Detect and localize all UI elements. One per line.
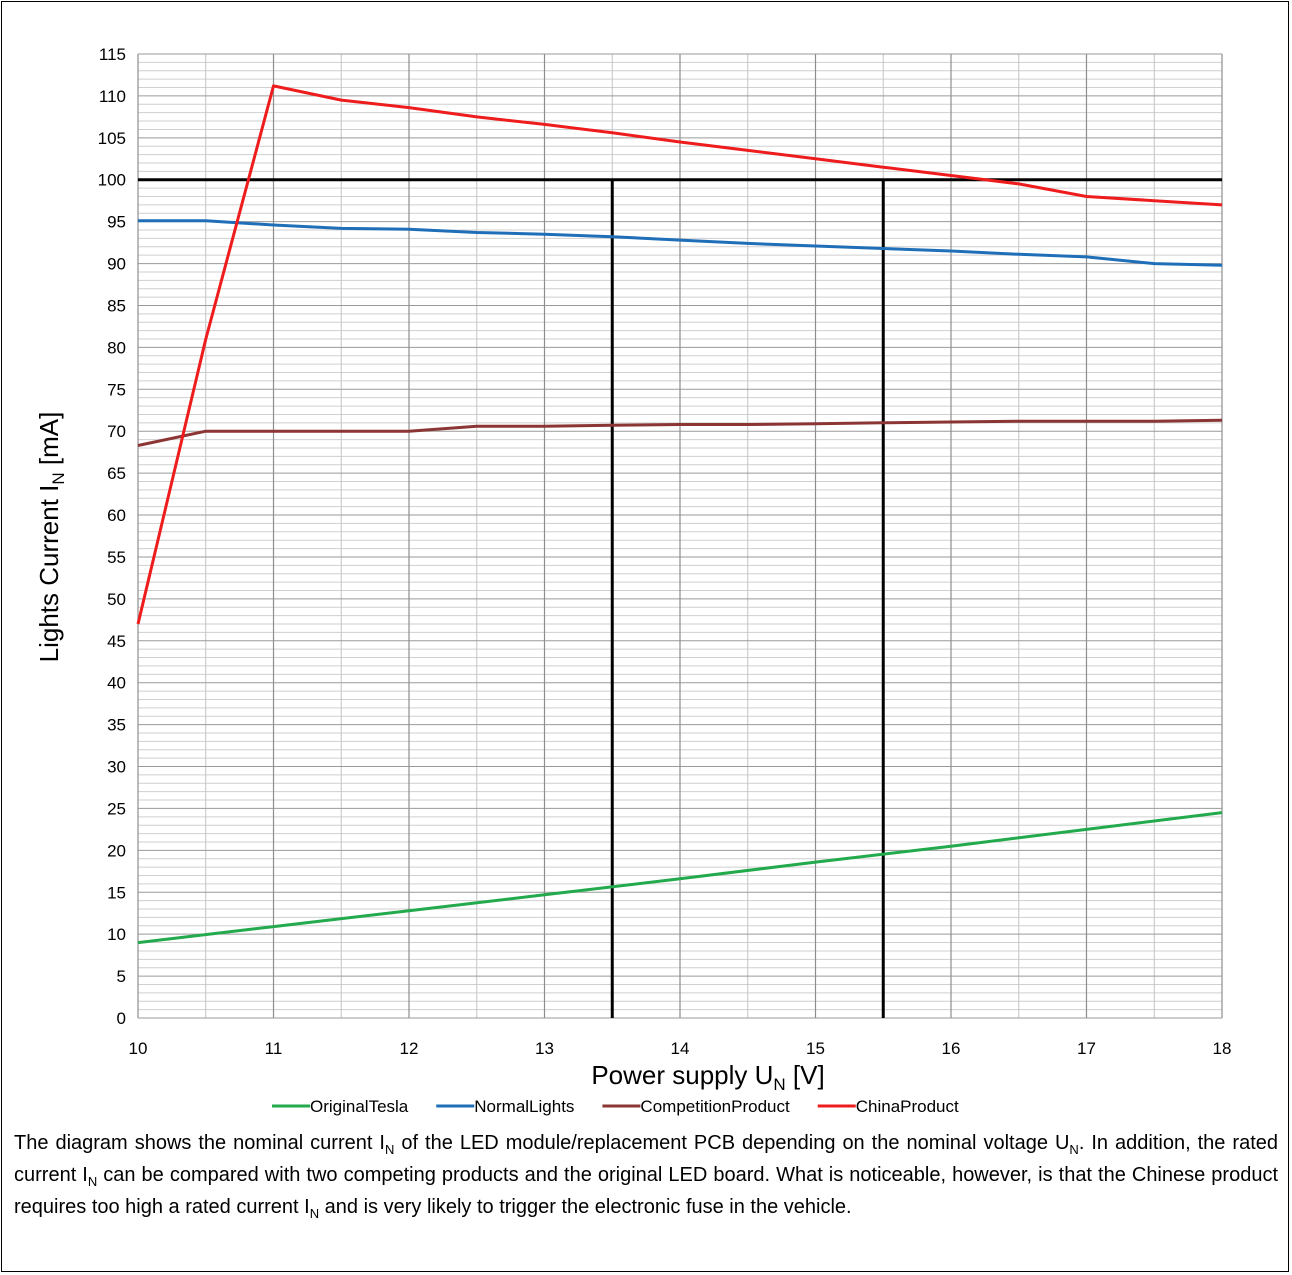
y-tick-label: 70 bbox=[107, 422, 126, 441]
caption-sub-3: N bbox=[87, 1174, 98, 1189]
y-tick-label: 5 bbox=[117, 967, 126, 986]
x-tick-label: 17 bbox=[1077, 1039, 1096, 1058]
series-line-originaltesla bbox=[137, 811, 1223, 945]
y-tick-label: 45 bbox=[107, 632, 126, 651]
legend-label-chinaproduct: ChinaProduct bbox=[856, 1097, 959, 1116]
caption-sub-1: N bbox=[384, 1142, 395, 1157]
caption-sub-2: N bbox=[1069, 1142, 1079, 1157]
y-tick-label: 115 bbox=[99, 45, 126, 64]
legend: OriginalTesla NormalLights CompetitionProd… bbox=[272, 1097, 959, 1116]
y-tick-label: 80 bbox=[107, 338, 126, 357]
reference-lines bbox=[138, 178, 1222, 1018]
caption-text-2: of the LED module/replacement PCB depend… bbox=[394, 1132, 1070, 1154]
y-tick-label: 110 bbox=[99, 87, 126, 106]
y-tick-label: 100 bbox=[98, 171, 126, 190]
caption-text-4: can be compared with two competing produ… bbox=[14, 1164, 1278, 1218]
series-lines bbox=[136, 84, 1223, 945]
x-tick-label: 14 bbox=[671, 1039, 690, 1058]
y-tick-label: 35 bbox=[107, 716, 126, 735]
series-line-competitionproduct bbox=[137, 418, 1223, 447]
y-tick-label: 95 bbox=[107, 213, 126, 232]
figure-caption: The diagram shows the nominal current IN… bbox=[14, 1127, 1278, 1223]
y-tick-label: 30 bbox=[107, 758, 126, 777]
legend-label-competitionproduct: CompetitionProduct bbox=[640, 1097, 790, 1116]
series-line-normallights bbox=[138, 219, 1223, 267]
x-tick-label: 13 bbox=[535, 1039, 554, 1058]
y-tick-label: 75 bbox=[107, 380, 126, 399]
y-axis-title-unit: [mA] bbox=[34, 412, 64, 473]
y-axis-title-sub: N bbox=[49, 472, 68, 484]
line-chart: 10 11 12 13 14 15 16 17 18 0 5 10 15 20 25 30 35 40 45 50 5… bbox=[34, 45, 1232, 1116]
major-grid bbox=[137, 53, 1223, 1019]
y-axis-title: Lights Current IN [mA] bbox=[34, 412, 68, 663]
y-tick-label: 105 bbox=[98, 129, 126, 148]
y-tick-label: 65 bbox=[107, 464, 126, 483]
caption-sub-4: N bbox=[309, 1206, 320, 1221]
x-tick-label: 11 bbox=[265, 1039, 283, 1058]
caption-text-3: . In addition, the rated current I bbox=[14, 1132, 1279, 1186]
y-axis-title-main: Lights Current I bbox=[34, 485, 64, 663]
y-tick-label: 25 bbox=[107, 799, 126, 818]
y-tick-label: 20 bbox=[107, 841, 126, 860]
y-tick-label: 40 bbox=[107, 674, 126, 693]
x-tick-label: 12 bbox=[400, 1039, 419, 1058]
y-tick-label: 15 bbox=[107, 883, 126, 902]
y-tick-label: 60 bbox=[107, 506, 126, 525]
x-tick-label: 15 bbox=[806, 1039, 825, 1058]
legend-label-normallights: NormalLights bbox=[474, 1097, 574, 1116]
x-tick-label: 18 bbox=[1213, 1039, 1232, 1058]
x-tick-label: 10 bbox=[129, 1039, 148, 1058]
x-axis-title-unit: [V] bbox=[786, 1060, 825, 1090]
y-tick-label: 85 bbox=[107, 296, 126, 315]
y-tick-label: 0 bbox=[117, 1009, 126, 1028]
y-tick-labels: 0 5 10 15 20 25 30 35 40 45 50 55 60 65 70 75 80 85 90 95 10… bbox=[98, 45, 126, 1028]
caption-text-5: and is very likely to trigger the electr… bbox=[319, 1196, 852, 1218]
x-tick-labels: 10 11 12 13 14 15 16 17 18 bbox=[129, 1039, 1232, 1058]
y-tick-label: 55 bbox=[107, 548, 126, 567]
caption-text-1: The diagram shows the nominal current I bbox=[14, 1132, 385, 1154]
y-tick-label: 90 bbox=[107, 255, 126, 274]
x-axis-title: Power supply UN [V] bbox=[591, 1060, 824, 1094]
legend-label-originaltesla: OriginalTesla bbox=[310, 1097, 409, 1116]
x-axis-title-sub: N bbox=[773, 1075, 785, 1094]
y-tick-label: 10 bbox=[107, 925, 126, 944]
series-line-chinaproduct bbox=[136, 84, 1223, 625]
x-axis-title-main: Power supply U bbox=[591, 1060, 773, 1090]
x-tick-label: 16 bbox=[942, 1039, 961, 1058]
y-tick-label: 50 bbox=[107, 590, 126, 609]
